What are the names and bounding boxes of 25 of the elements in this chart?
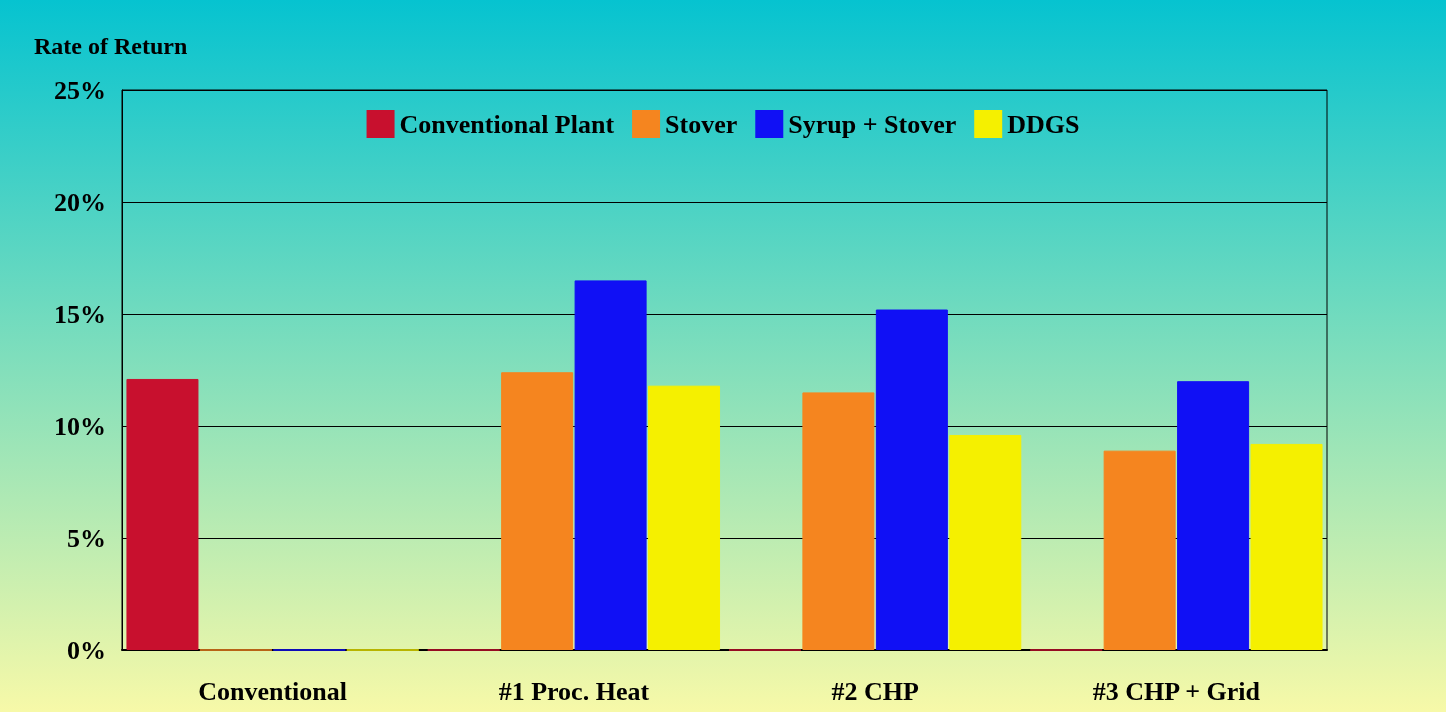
legend-label: Syrup + Stover xyxy=(788,109,957,139)
legend-label: Stover xyxy=(665,109,738,139)
x-tick-label: Conventional xyxy=(198,676,348,706)
y-tick-label: 5% xyxy=(67,523,106,553)
bar xyxy=(875,309,948,650)
bar xyxy=(1177,381,1250,650)
y-axis-title: Rate of Return xyxy=(34,33,188,59)
bar xyxy=(1103,450,1176,650)
bar xyxy=(1250,443,1323,650)
y-tick-label: 20% xyxy=(54,187,106,217)
bar xyxy=(574,280,647,650)
bar xyxy=(949,434,1022,650)
y-tick-label: 0% xyxy=(67,635,106,665)
x-tick-label: #2 CHP xyxy=(831,676,919,706)
y-tick-label: 15% xyxy=(54,299,106,329)
x-tick-label: #3 CHP + Grid xyxy=(1092,676,1261,706)
bar xyxy=(802,392,875,650)
y-tick-label: 25% xyxy=(54,75,106,105)
x-tick-label: #1 Proc. Heat xyxy=(498,676,650,706)
bar xyxy=(648,385,721,650)
bar xyxy=(126,378,199,650)
bar xyxy=(501,372,574,650)
y-tick-label: 10% xyxy=(54,411,106,441)
legend-label: DDGS xyxy=(1007,109,1080,139)
legend-label: Conventional Plant xyxy=(399,109,615,139)
